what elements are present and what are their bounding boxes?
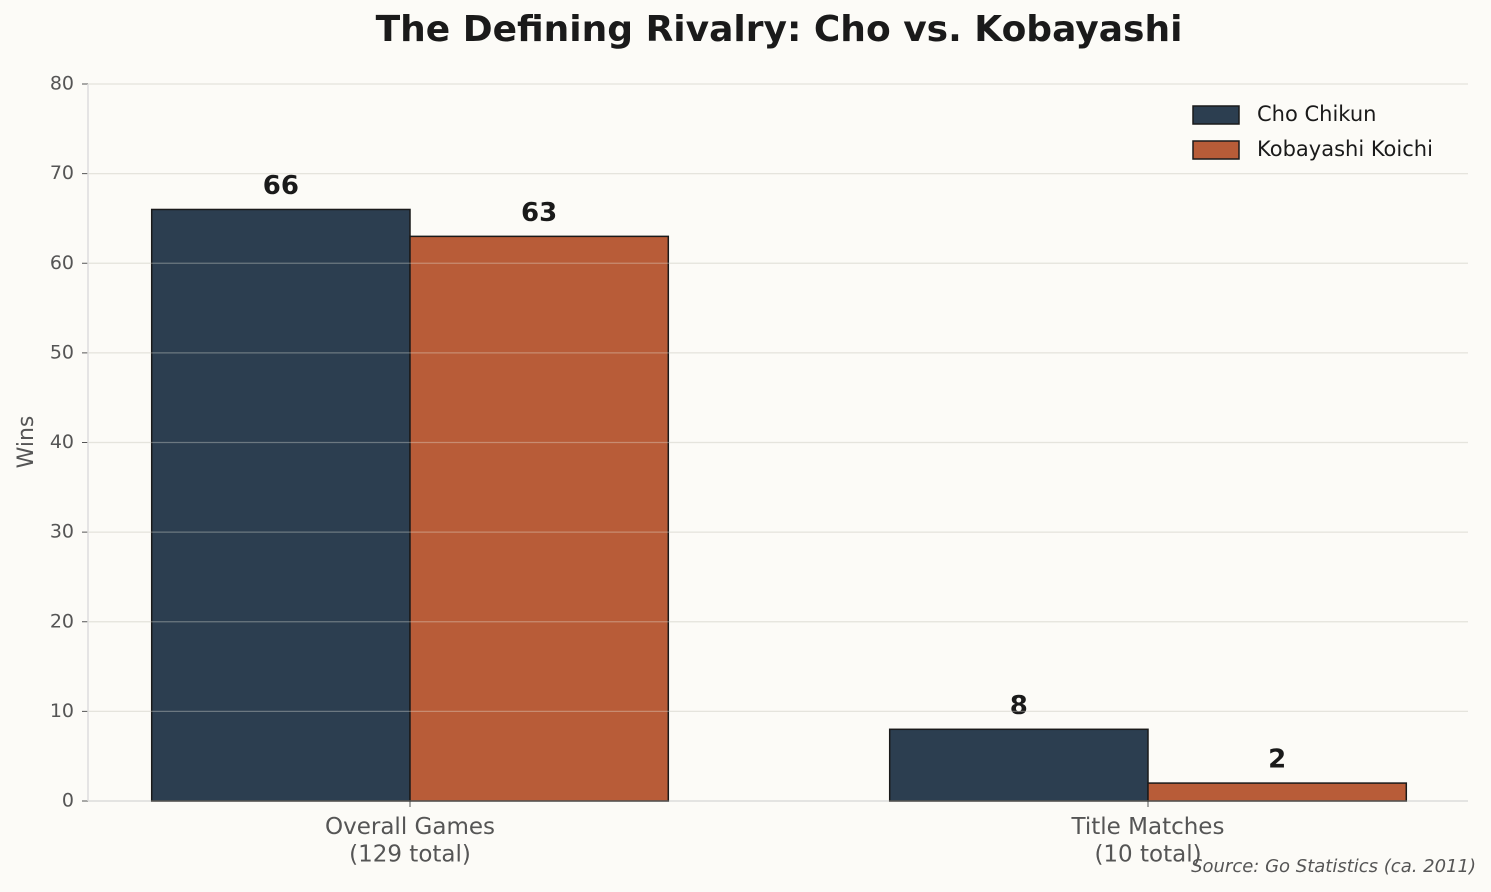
y-axis-label: Wins (14, 416, 39, 469)
y-tick-label: 10 (50, 700, 74, 722)
bar (409, 235, 670, 802)
y-tick-label: 20 (50, 610, 74, 632)
value-label: 66 (263, 171, 299, 201)
value-label: 63 (521, 198, 557, 228)
source-note: Source: Go Statistics (ca. 2011) (1191, 856, 1476, 877)
y-tick-label: 50 (50, 341, 74, 363)
bar (1147, 782, 1408, 802)
x-tick-label: Overall Games (129 total) (325, 814, 495, 868)
legend-label: Kobayashi Koichi (1257, 137, 1433, 161)
bar (888, 728, 1149, 802)
y-tick-label: 80 (50, 73, 74, 95)
legend-swatch (1192, 140, 1240, 160)
chart-title: The Defining Rivalry: Cho vs. Kobayashi (376, 9, 1183, 50)
y-tick-label: 60 (50, 252, 74, 274)
value-label: 8 (1010, 691, 1028, 721)
y-tick-label: 30 (50, 521, 74, 543)
y-tick-label: 70 (50, 162, 74, 184)
x-tick-label: Title Matches (10 total) (1071, 814, 1225, 868)
y-tick-label: 40 (50, 431, 74, 453)
legend-swatch (1192, 105, 1240, 125)
bar (150, 208, 411, 802)
y-tick-label: 0 (62, 790, 74, 812)
legend-label: Cho Chikun (1257, 102, 1376, 126)
value-label: 2 (1268, 745, 1286, 775)
